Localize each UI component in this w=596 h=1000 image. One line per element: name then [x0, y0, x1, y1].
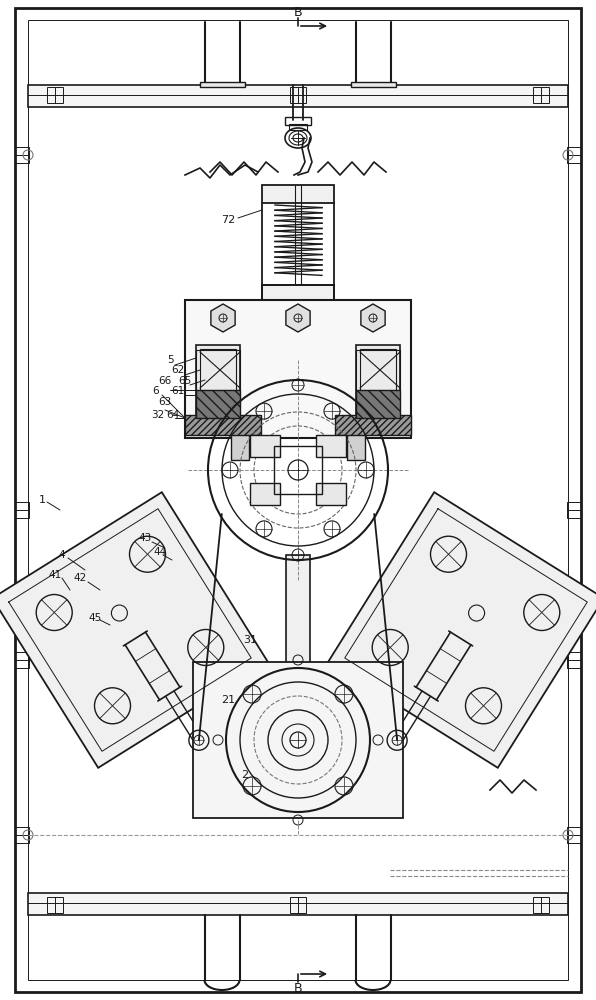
Text: 62: 62	[172, 365, 185, 375]
Bar	[316, 483, 346, 505]
Polygon shape	[328, 492, 596, 768]
Bar	[289, 124, 307, 130]
Bar	[193, 662, 403, 818]
Bar	[533, 87, 549, 103]
Bar	[250, 435, 280, 457]
Bar	[15, 502, 29, 518]
Bar	[15, 652, 29, 668]
Bar	[356, 345, 400, 417]
Bar	[250, 483, 280, 505]
Bar	[567, 652, 581, 668]
Bar	[567, 827, 581, 843]
Bar	[286, 555, 310, 685]
Bar	[231, 430, 249, 460]
Text: 43: 43	[138, 533, 151, 543]
Bar	[196, 390, 240, 418]
Bar	[533, 897, 549, 913]
Bar	[285, 117, 311, 125]
Polygon shape	[361, 304, 385, 332]
Bar	[47, 87, 63, 103]
Bar	[335, 415, 411, 435]
Bar	[15, 827, 29, 843]
Bar	[356, 390, 400, 418]
Bar	[351, 82, 396, 87]
Text: 31: 31	[243, 635, 257, 645]
Text: 61: 61	[172, 386, 185, 396]
Bar	[28, 893, 568, 915]
Bar	[200, 349, 236, 413]
Text: B: B	[294, 5, 302, 18]
Text: 66: 66	[159, 376, 172, 386]
Text: 4: 4	[58, 550, 66, 560]
Bar	[290, 897, 306, 913]
Bar	[196, 350, 240, 390]
Text: 2: 2	[241, 770, 249, 780]
Text: B: B	[294, 982, 302, 994]
Bar	[567, 147, 581, 163]
Bar	[567, 502, 581, 518]
Polygon shape	[211, 304, 235, 332]
Text: 65: 65	[178, 376, 192, 386]
Polygon shape	[286, 304, 310, 332]
Bar	[316, 435, 346, 457]
Bar	[15, 147, 29, 163]
Text: 32: 32	[151, 410, 164, 420]
Bar	[262, 185, 334, 203]
Bar	[360, 349, 396, 413]
Text: 63: 63	[159, 397, 172, 407]
Text: 6: 6	[153, 386, 159, 396]
Bar	[47, 897, 63, 913]
Bar	[262, 285, 334, 300]
Text: 41: 41	[48, 570, 61, 580]
Bar	[262, 285, 334, 300]
Text: 1: 1	[39, 495, 45, 505]
Text: 72: 72	[221, 215, 235, 225]
Bar	[274, 446, 322, 494]
Bar	[185, 415, 261, 435]
Text: 5: 5	[167, 355, 173, 365]
Bar	[185, 300, 411, 438]
Text: 42: 42	[73, 573, 86, 583]
Text: 21: 21	[221, 695, 235, 705]
Bar	[196, 345, 240, 417]
Bar	[290, 87, 306, 103]
Text: 64: 64	[166, 410, 179, 420]
Polygon shape	[0, 492, 268, 768]
Bar	[200, 82, 245, 87]
Text: 44: 44	[153, 547, 167, 557]
Text: 45: 45	[88, 613, 102, 623]
Bar	[356, 350, 400, 390]
Bar	[347, 430, 365, 460]
Bar	[28, 85, 568, 107]
